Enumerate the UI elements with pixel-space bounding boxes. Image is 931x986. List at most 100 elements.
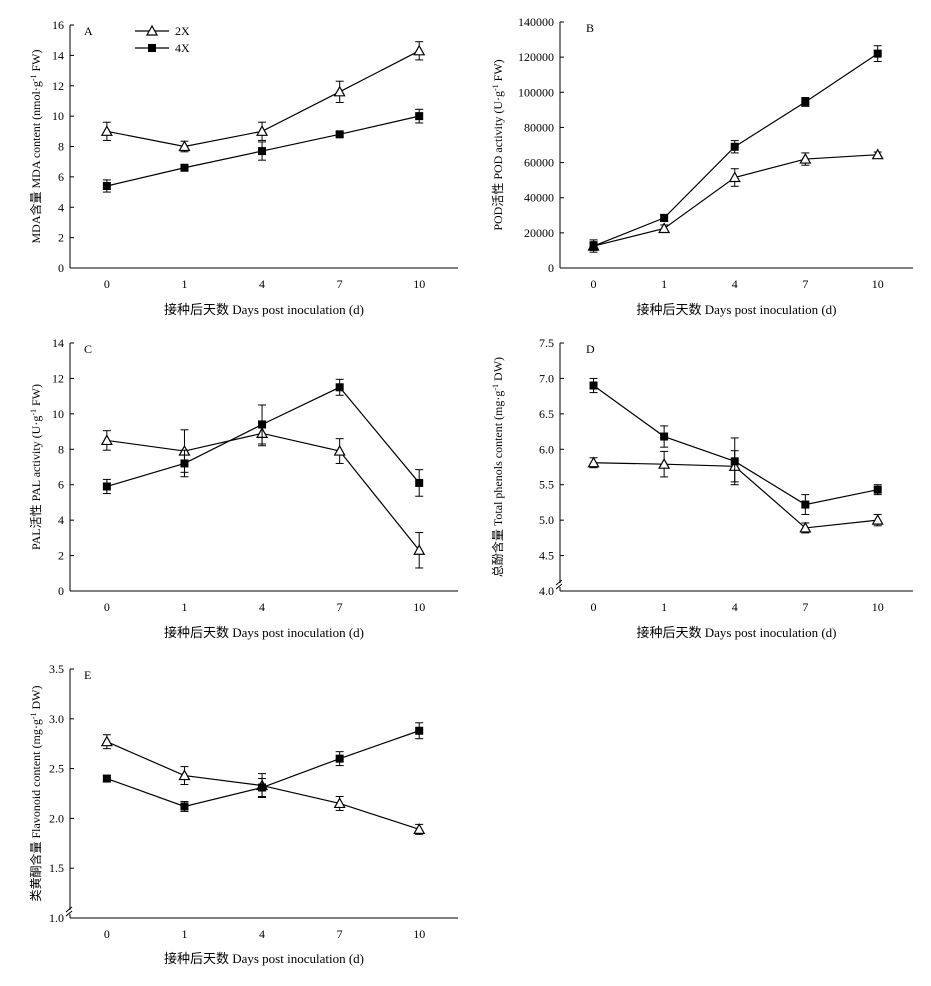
x-tick-label: 7 [337,600,343,614]
series-4x [102,108,424,193]
series-4x [102,378,424,497]
x-tick-label: 7 [337,927,343,941]
y-tick-label: 3.0 [49,712,64,726]
data-point [871,513,884,525]
x-axis-label: 接种后天数 Days post inoculation (d) [636,302,836,317]
legend-label: 4X [175,41,190,55]
data-point [415,726,424,735]
y-tick-label: 14 [52,48,64,62]
data-point [102,482,111,491]
data-point [100,434,113,446]
x-axis-label: 接种后天数 Days post inoculation (d) [164,951,364,966]
x-tick-label: 0 [591,600,597,614]
x-tick-label: 1 [181,277,187,291]
series-line [593,385,878,506]
x-tick-label: 4 [259,277,265,291]
y-tick-label: 100000 [518,85,554,99]
data-point [589,242,598,251]
y-tick-label: 2 [58,549,64,563]
square-filled-icon [148,44,156,52]
data-point [100,735,113,747]
y-tick-label: 5.5 [539,478,554,492]
chart-panel-e: 1.0 1.5 2.0 2.5 3.0 3.5 0 1 4 7 10 E 接种后天数 Days post… [28,662,458,966]
y-axis-label: 总酚含量 Total phenols content (mg·g-1 DW) [490,357,505,577]
x-tick-label: 10 [413,600,425,614]
y-tick-label: 4.5 [539,549,554,563]
axis-break-mark [65,906,73,913]
data-point [728,171,741,183]
y-tick-label: 2.5 [49,762,64,776]
y-tick-label: 6 [58,478,64,492]
data-point [180,802,189,811]
y-tick-label: 6 [58,170,64,184]
series-line [106,432,420,551]
y-tick-label: 0 [58,584,64,598]
panel-label: A [84,24,93,38]
axis-break-mark [555,583,563,590]
x-tick-label: 0 [104,600,110,614]
x-tick-label: 10 [872,600,884,614]
data-point [258,147,267,156]
x-tick-label: 0 [591,277,597,291]
chart-panel-b: 0 20000 40000 60000 80000 100000 120000 140000 0… [491,15,913,317]
data-point [415,112,424,121]
data-point [102,774,111,783]
series-4x [589,45,882,253]
data-point [587,456,600,468]
series-4x [589,377,882,515]
data-point [799,521,812,533]
data-point [413,44,426,56]
y-tick-label: 120000 [518,50,554,64]
x-tick-label: 7 [802,277,808,291]
y-tick-label: 8 [58,442,64,456]
y-tick-label: 2.0 [49,811,64,825]
series-2x [100,41,426,153]
x-tick-label: 4 [732,600,738,614]
y-axis-label: 类黄酮含量 Flavonoid content (mg·g-1 DW) [28,686,43,902]
y-tick-label: 6.5 [539,407,554,421]
y-tick-label: 7.0 [539,371,554,385]
data-point [799,152,812,164]
x-tick-label: 4 [259,600,265,614]
data-point [871,148,884,160]
series-2x [100,420,426,569]
y-axis-label: PAL活性 PAL activity (U·g-1 FW) [29,384,44,550]
x-tick-label: 4 [732,277,738,291]
data-point [873,49,882,58]
data-point [335,754,344,763]
data-point [658,457,671,469]
x-tick-label: 0 [104,927,110,941]
x-tick-label: 4 [259,927,265,941]
y-tick-label: 3.5 [49,662,64,676]
series-4x [102,722,424,812]
x-tick-label: 10 [872,277,884,291]
y-tick-label: 8 [58,140,64,154]
x-tick-label: 7 [802,600,808,614]
y-tick-label: 4 [58,513,64,527]
panel-label: C [84,342,92,356]
data-point [333,797,346,809]
data-point [335,383,344,392]
axis-break-mark [555,579,563,586]
chart-panel-d: 4.0 4.5 5.0 5.5 6.0 6.5 7.0 7.5 0 1 4 7 10 D 接种后天数 Day… [490,336,913,640]
y-tick-label: 12 [52,79,64,93]
data-point [100,125,113,136]
data-point [730,142,739,151]
data-point [873,485,882,494]
y-tick-label: 10 [52,109,64,123]
y-tick-label: 7.5 [539,336,554,350]
series-2x [587,148,884,251]
y-tick-label: 6.0 [539,442,554,456]
y-tick-label: 80000 [524,120,554,134]
panel-label: B [586,21,594,35]
y-tick-label: 140000 [518,15,554,29]
data-point [180,163,189,172]
x-tick-label: 1 [661,277,667,291]
x-tick-label: 10 [413,277,425,291]
data-point [333,444,346,456]
y-tick-label: 1.5 [49,861,64,875]
y-tick-label: 40000 [524,191,554,205]
